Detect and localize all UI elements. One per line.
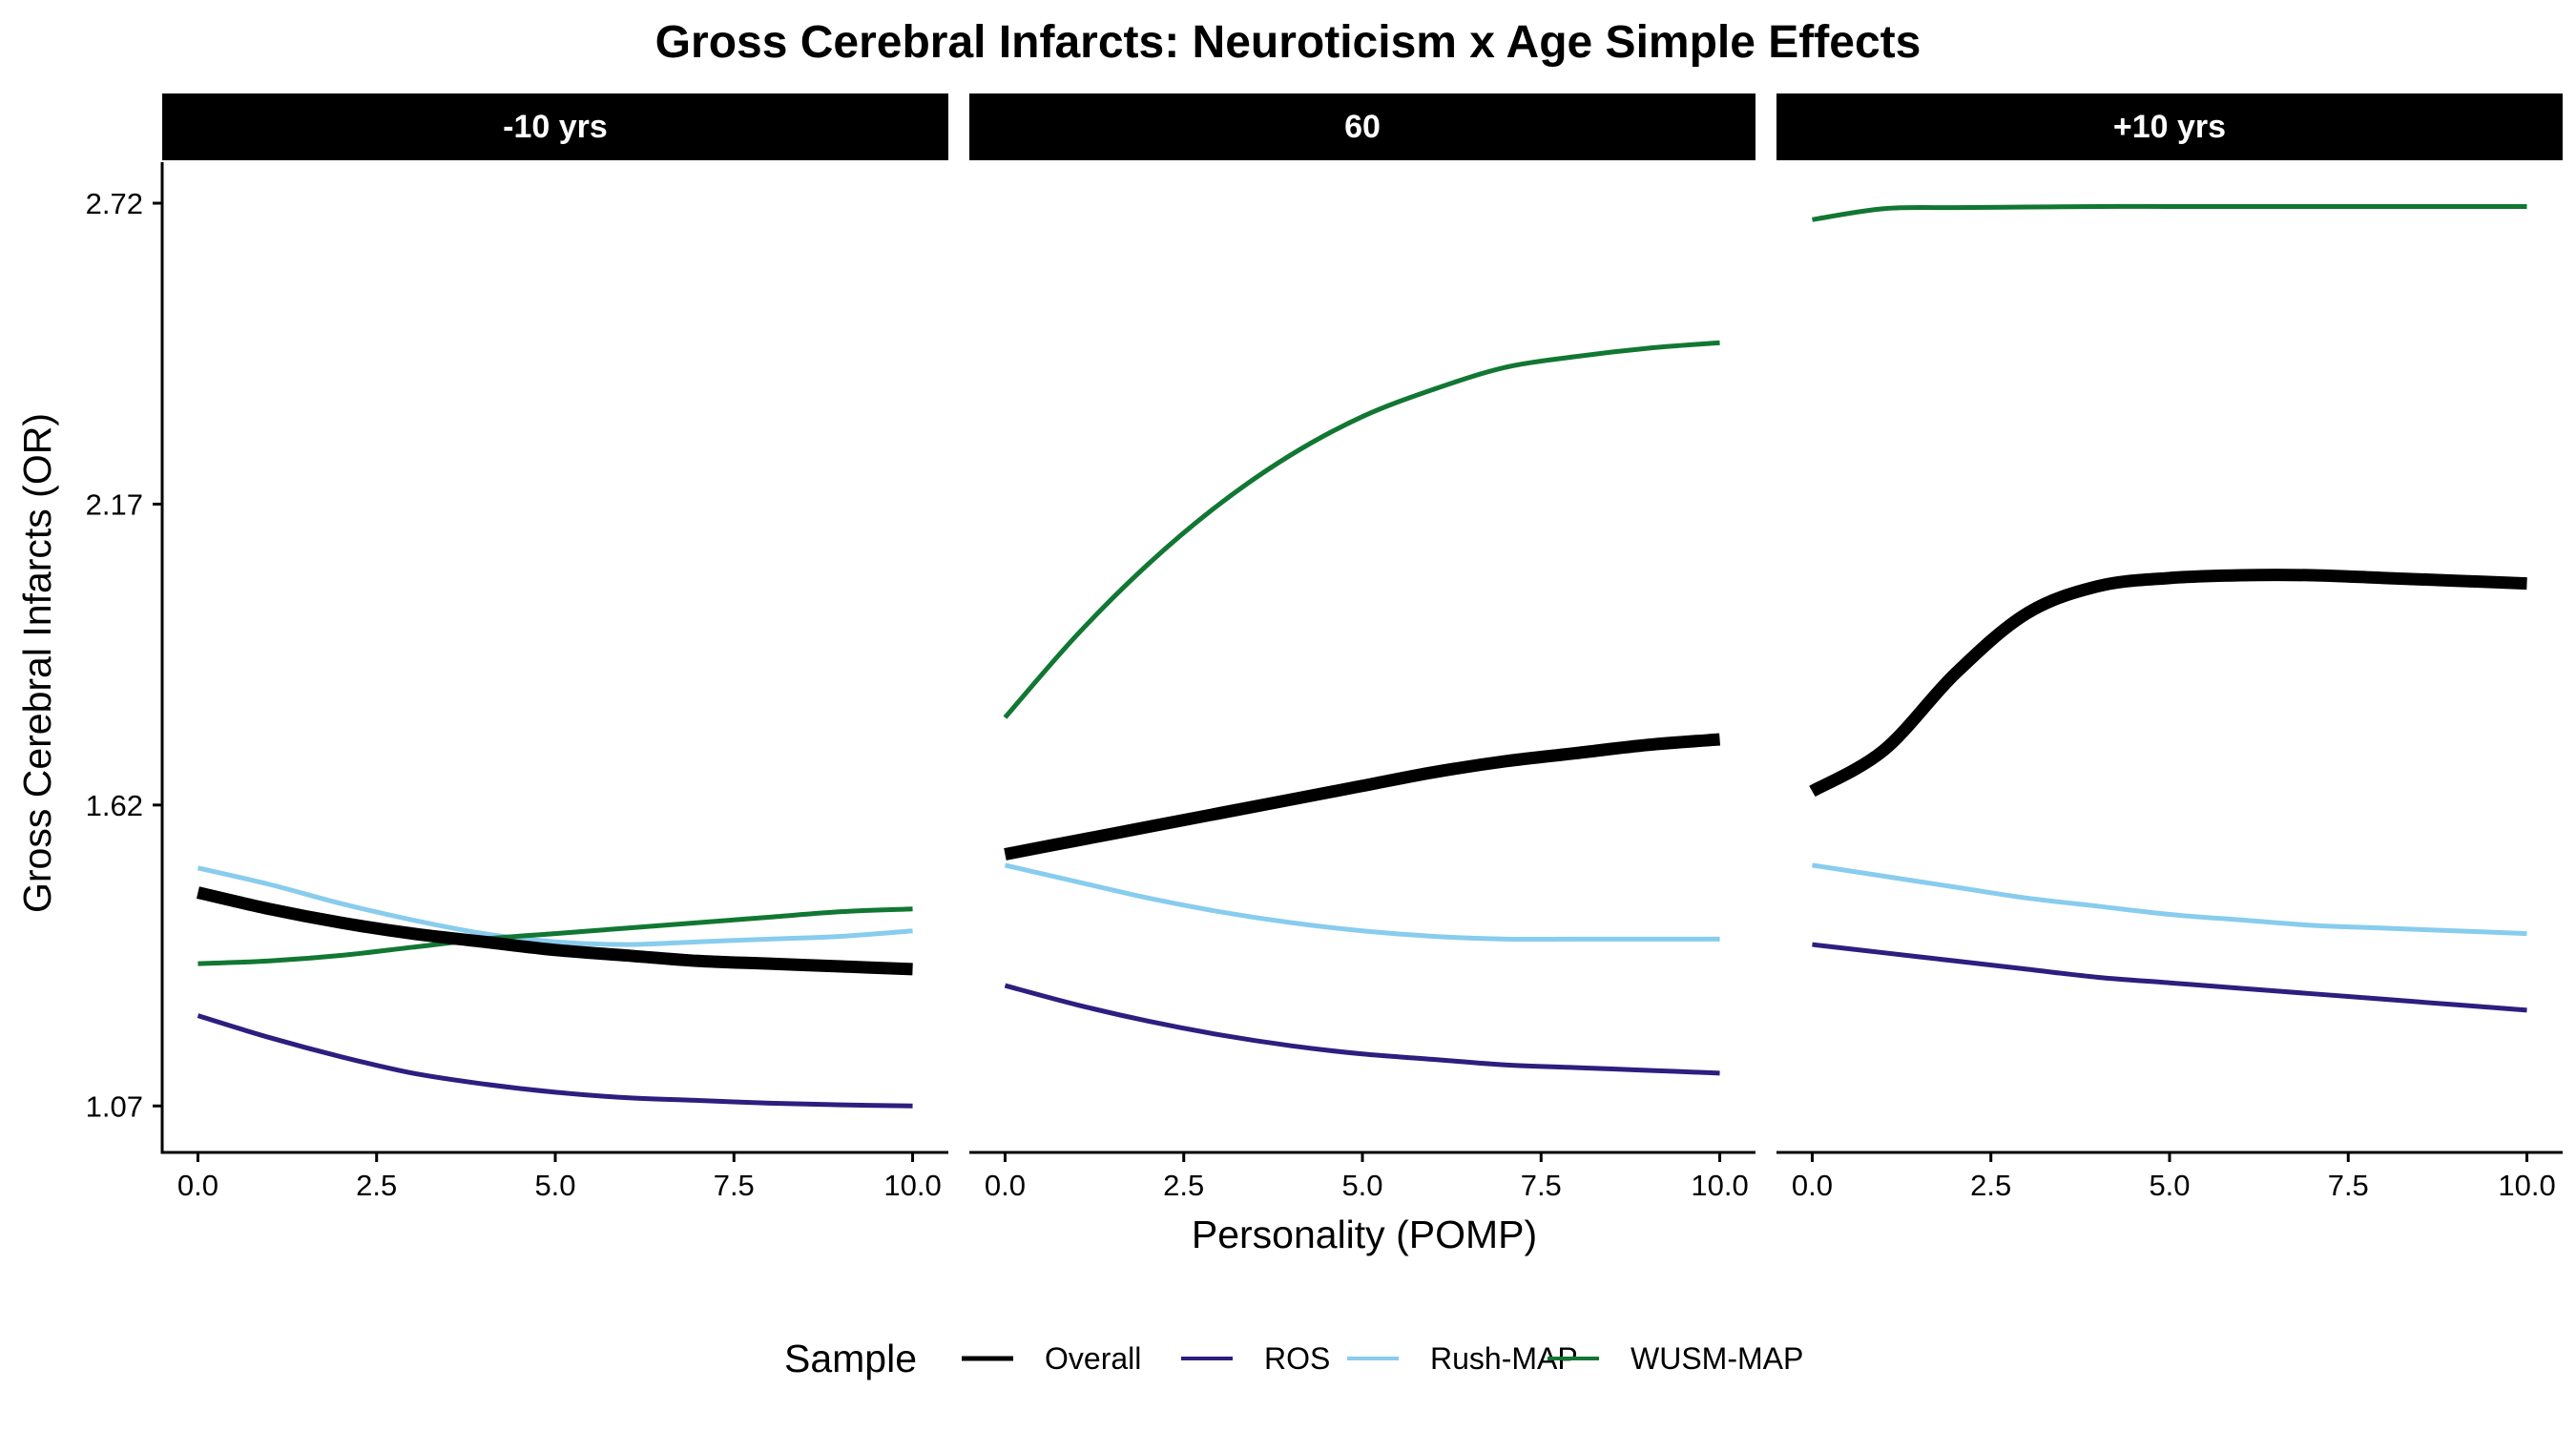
x-tick-label: 10.0 <box>2498 1169 2555 1202</box>
series-line-rush-map <box>197 865 913 947</box>
legend-entry: Overall <box>962 1341 1141 1376</box>
facet-strip-label: -10 yrs <box>503 109 608 145</box>
y-tick-label: 1.62 <box>86 789 143 822</box>
series-line-ros <box>1004 983 1720 1076</box>
facet-strip <box>1776 93 2563 160</box>
facet-panel: -10 yrs 0.0 2.5 5.0 7.5 10.0 <box>160 93 948 1202</box>
chart-title: Gross Cerebral Infarcts: Neuroticism x A… <box>655 17 1922 68</box>
series-line-ros <box>1812 942 2527 1013</box>
y-axis-title: Gross Cerebral Infarcts (OR) <box>15 413 59 913</box>
series-line-wusm-map <box>1003 340 1720 719</box>
legend-title: Sample <box>784 1337 917 1380</box>
facet-strip-label: +10 yrs <box>2113 109 2226 145</box>
y-tick-label: 1.07 <box>86 1089 143 1123</box>
x-tick-label: 7.5 <box>714 1169 755 1202</box>
x-tick-label: 0.0 <box>985 1169 1026 1202</box>
x-axis-title: Personality (POMP) <box>1192 1213 1537 1256</box>
x-tick-label: 0.0 <box>177 1169 218 1202</box>
series-line-rush-map <box>1812 862 2527 937</box>
x-tick-label: 10.0 <box>1691 1169 1748 1202</box>
series-line-overall <box>196 886 913 976</box>
x-tick-label: 2.5 <box>356 1169 397 1202</box>
facet-strip-label: 60 <box>1344 109 1381 145</box>
x-tick-label: 7.5 <box>2328 1169 2369 1202</box>
series-line-wusm-map <box>1812 203 2527 222</box>
facet-strip <box>162 93 948 160</box>
series-line-ros <box>197 1013 913 1109</box>
facet-panel: +10 yrs 0.0 2.5 5.0 7.5 10.0 <box>1776 93 2563 1202</box>
legend-label: Overall <box>1045 1341 1141 1376</box>
series-line-overall <box>1004 733 1721 861</box>
x-tick-label: 7.5 <box>1521 1169 1562 1202</box>
series-line-wusm-map <box>197 906 913 966</box>
x-tick-label: 5.0 <box>534 1169 575 1202</box>
x-tick-label: 2.5 <box>1970 1169 2011 1202</box>
facet-panel: 60 0.0 2.5 5.0 7.5 10.0 <box>969 93 1755 1202</box>
series-line-overall <box>1809 569 2527 798</box>
legend-entry: WUSM-MAP <box>1548 1341 1803 1376</box>
y-tick-label: 2.17 <box>86 487 143 521</box>
y-tick-label: 2.72 <box>86 187 143 220</box>
x-tick-label: 0.0 <box>1792 1169 1833 1202</box>
legend-entry: Rush-MAP <box>1347 1341 1578 1376</box>
legend-entry: ROS <box>1181 1341 1330 1376</box>
x-tick-label: 10.0 <box>883 1169 941 1202</box>
facet-strip <box>969 93 1755 160</box>
series-line-rush-map <box>1004 862 1720 943</box>
x-tick-label: 2.5 <box>1163 1169 1204 1202</box>
legend-label: ROS <box>1264 1341 1330 1376</box>
legend-label: WUSM-MAP <box>1631 1341 1803 1376</box>
x-tick-label: 5.0 <box>1341 1169 1382 1202</box>
x-tick-label: 5.0 <box>2149 1169 2190 1202</box>
legend: Sample Overall ROS Rush-MAP WUSM-MAP <box>784 1337 1803 1380</box>
